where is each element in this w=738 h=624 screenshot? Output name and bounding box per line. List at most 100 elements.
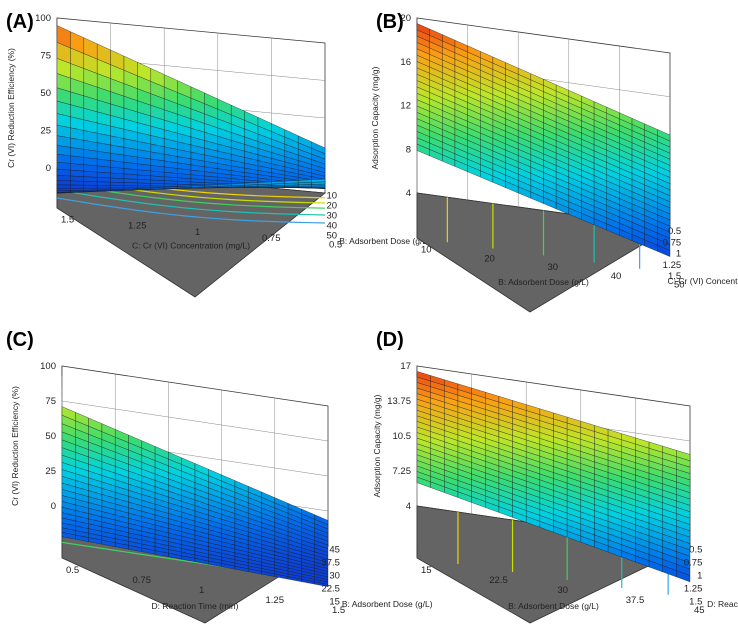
surface-cell xyxy=(123,185,138,189)
surface-cell xyxy=(83,170,98,178)
right-axis-tick: 0.75 xyxy=(133,575,152,586)
z-tick-label: 13.75 xyxy=(387,396,411,407)
surface-cell xyxy=(110,177,125,183)
surface-cell xyxy=(657,244,671,257)
z-axis-label: Cr (VI) Reduction Efficiency (%) xyxy=(10,386,20,506)
left-axis-tick: 0.5 xyxy=(668,226,681,237)
right-axis-tick: 10 xyxy=(421,245,432,256)
left-axis-label: C: Cr (VI) Concentration (mg/L) xyxy=(132,241,250,251)
right-axis-label: D: Reaction Time (min) xyxy=(707,599,738,609)
left-axis-tick: 22.5 xyxy=(321,583,340,594)
surface-cell xyxy=(70,169,84,177)
right-axis-label: C: Cr (VI) Concentration (mg/L) xyxy=(668,276,738,286)
surface-cell xyxy=(137,179,151,184)
surface-cell xyxy=(164,180,178,185)
surface-cell xyxy=(83,181,98,186)
surface-cell xyxy=(83,176,98,182)
z-tick-label: 50 xyxy=(40,88,51,99)
right-axis-tick: 37.5 xyxy=(626,595,645,606)
panel-label: (C) xyxy=(6,329,34,351)
surface-cell xyxy=(110,181,125,186)
surface-cell xyxy=(298,179,312,184)
right-axis-tick: 0.75 xyxy=(262,233,281,244)
right-axis-tick: 50 xyxy=(674,280,685,291)
surface-cell xyxy=(137,185,151,189)
right-axis-tick: 30 xyxy=(548,262,559,273)
surface-cell xyxy=(56,154,71,164)
left-axis-tick: 37.5 xyxy=(321,557,340,568)
z-tick-label: 4 xyxy=(406,501,411,512)
left-axis-tick: 15 xyxy=(329,596,340,607)
z-tick-label: 20 xyxy=(400,13,411,24)
right-axis-tick: 0.5 xyxy=(329,239,342,250)
left-axis-tick: 45 xyxy=(329,544,340,555)
surface-cell xyxy=(70,155,84,165)
z-tick-label: 10.5 xyxy=(393,431,412,442)
surface-cell xyxy=(56,161,71,171)
surface-cell xyxy=(83,164,98,173)
right-axis-label: B: Adsorbent Dose (g/L) xyxy=(342,599,433,609)
left-axis-tick: 1.25 xyxy=(663,260,682,271)
z-tick-label: 75 xyxy=(40,51,51,62)
surface-cell xyxy=(110,167,125,175)
surface-cell xyxy=(123,178,138,184)
panel-1: (A) 100 75 50 25 0 Cr (VI) Reduction Efficienc… xyxy=(6,11,430,298)
panel-label: (D) xyxy=(376,329,404,351)
z-tick-label: 75 xyxy=(45,396,56,407)
z-tick-label: 50 xyxy=(45,431,56,442)
panel-3: (C) 100 75 50 25 0 Cr (VI) Reduction Efficienc… xyxy=(6,329,433,624)
surface-cell xyxy=(83,157,98,167)
left-axis-tick: 40 xyxy=(327,221,338,232)
left-axis-tick: 1.25 xyxy=(684,583,703,594)
z-tick-label: 8 xyxy=(406,144,411,155)
left-axis-tick: 1.5 xyxy=(689,596,702,607)
z-tick-label: 0 xyxy=(46,163,51,174)
z-tick-label: 100 xyxy=(35,13,51,24)
surface-cell xyxy=(56,145,71,157)
surface-cell xyxy=(56,180,71,186)
left-axis-label: B: Adsorbent Dose (g/L) xyxy=(508,601,599,611)
surface-cell xyxy=(150,183,165,187)
left-axis-tick: 0.5 xyxy=(689,544,702,555)
surface-cell xyxy=(311,178,326,183)
surface-cell xyxy=(123,182,138,187)
z-axis-label: Cr (VI) Reduction Efficiency (%) xyxy=(6,48,16,168)
surface-cell xyxy=(70,175,84,182)
left-axis-tick: 30 xyxy=(329,570,340,581)
left-axis-tick: 50 xyxy=(327,231,338,242)
z-tick-label: 100 xyxy=(40,361,56,372)
z-tick-label: 25 xyxy=(45,466,56,477)
surface-cell xyxy=(137,174,151,181)
left-axis-tick: 20 xyxy=(327,201,338,212)
right-axis-tick: 40 xyxy=(611,271,622,282)
surface-cell xyxy=(110,172,125,179)
z-tick-label: 17 xyxy=(400,361,411,372)
right-axis-tick: 22.5 xyxy=(489,575,508,586)
floor-contour xyxy=(56,189,326,216)
left-axis-tick: 1 xyxy=(697,570,702,581)
z-tick-label: 25 xyxy=(40,126,51,137)
right-axis-label: B: Adsorbent Dose (g/L) xyxy=(339,236,430,246)
surface-cell xyxy=(676,570,691,583)
right-axis-tick: 1.25 xyxy=(266,595,285,606)
left-axis-tick: 0.75 xyxy=(663,237,682,248)
surface-cell xyxy=(97,177,111,183)
surface-cell xyxy=(164,183,178,187)
z-tick-label: 16 xyxy=(400,57,411,68)
right-axis-tick: 15 xyxy=(421,565,432,576)
left-axis-tick: 1 xyxy=(676,249,681,260)
surface-cell xyxy=(70,180,84,186)
surface-cell xyxy=(110,185,125,189)
left-axis-tick: 30 xyxy=(327,211,338,222)
surface-cell xyxy=(271,180,285,185)
surface-cell xyxy=(70,163,84,172)
surface-cell xyxy=(56,169,71,177)
z-tick-label: 4 xyxy=(406,188,411,199)
surface-cell xyxy=(56,184,71,189)
z-axis-label: Adsorption Capacity (mg/g) xyxy=(370,66,380,169)
right-axis-tick: 20 xyxy=(484,253,495,264)
right-wall-hgrid xyxy=(61,400,329,442)
right-axis-tick: 1.5 xyxy=(332,605,345,616)
